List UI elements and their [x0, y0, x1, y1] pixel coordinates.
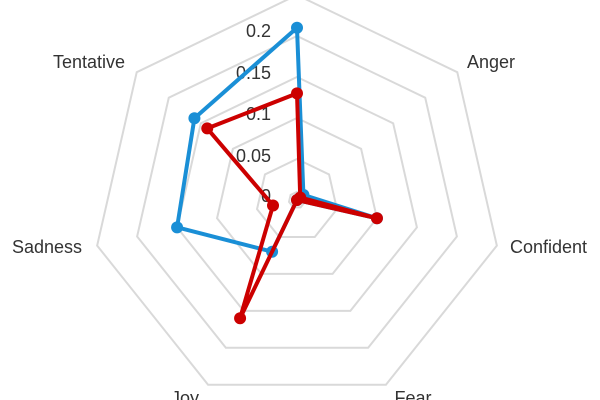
- data-point[interactable]: [171, 221, 184, 234]
- axis-label-confident: Confident: [510, 237, 587, 257]
- grid-ring: [215, 116, 379, 275]
- grid-ring: [96, 0, 498, 386]
- axis-label-joy: Joy: [171, 388, 199, 400]
- tick-label-0-15: 0.15: [236, 63, 271, 83]
- data-point[interactable]: [291, 194, 303, 206]
- axis-label-anger: Anger: [467, 52, 515, 72]
- data-point[interactable]: [188, 112, 201, 125]
- series-line: [175, 25, 379, 254]
- axis-labels: Tentative Anger Sadness Confident Joy Fe…: [12, 52, 587, 400]
- data-point[interactable]: [370, 212, 383, 225]
- radar-grid: [96, 0, 498, 386]
- tick-label-0-05: 0.05: [236, 146, 271, 166]
- grid-ring: [255, 157, 339, 238]
- tick-label-0-2: 0.2: [246, 21, 271, 41]
- series-line: [205, 91, 379, 321]
- data-point[interactable]: [291, 21, 303, 34]
- grid-ring: [136, 34, 458, 349]
- axis-label-sadness: Sadness: [12, 237, 82, 257]
- axis-label-fear: Fear: [394, 388, 431, 400]
- axis-label-top-left: Tentative: [53, 52, 125, 72]
- data-point[interactable]: [201, 122, 214, 135]
- grid-ring: [176, 75, 418, 312]
- series-layer: [171, 21, 383, 325]
- data-point[interactable]: [234, 312, 247, 325]
- data-point[interactable]: [267, 199, 280, 212]
- data-point[interactable]: [291, 87, 303, 100]
